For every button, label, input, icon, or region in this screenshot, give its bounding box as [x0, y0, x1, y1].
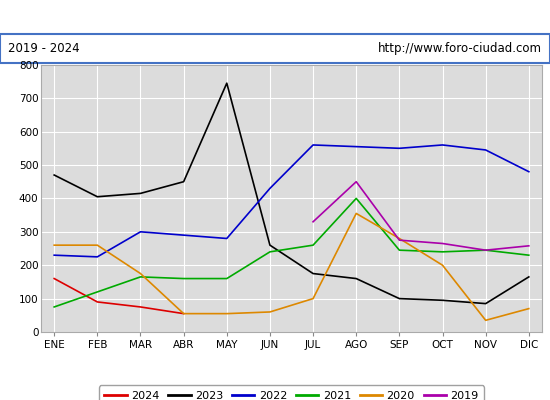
Text: 2019 - 2024: 2019 - 2024 — [8, 42, 80, 55]
Text: Evolucion Nº Turistas Nacionales en el municipio de Madrigalejo del Monte: Evolucion Nº Turistas Nacionales en el m… — [2, 10, 548, 24]
Legend: 2024, 2023, 2022, 2021, 2020, 2019: 2024, 2023, 2022, 2021, 2020, 2019 — [99, 386, 484, 400]
Text: http://www.foro-ciudad.com: http://www.foro-ciudad.com — [378, 42, 542, 55]
